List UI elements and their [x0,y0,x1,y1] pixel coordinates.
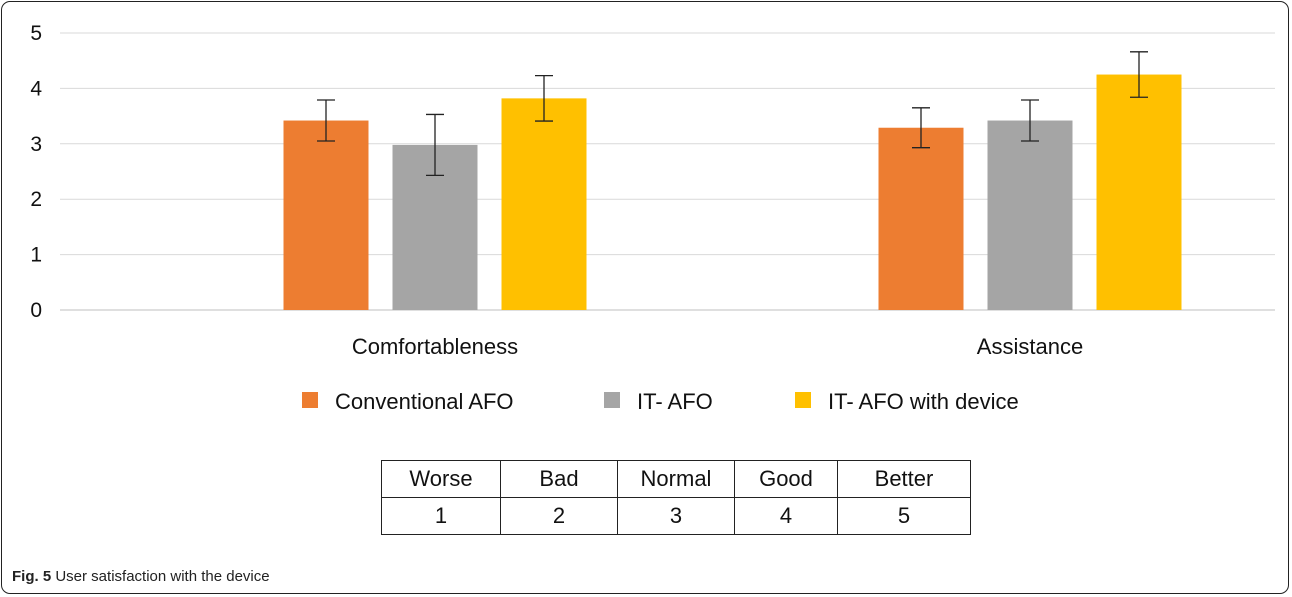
legend-label: IT- AFO with device [828,389,1019,414]
scale-score-cell: 3 [617,497,735,535]
y-tick-label: 3 [30,133,42,156]
scale-score-row: 1 2 3 4 5 [381,497,971,535]
rating-scale-table: Worse Bad Normal Good Better 1 2 3 4 5 [381,460,971,535]
legend: Conventional AFO IT- AFO IT- AFO with devi… [302,389,1019,414]
scale-score-cell: 2 [500,497,618,535]
error-bars [317,51,1148,177]
y-tick-label: 4 [30,77,42,100]
gridlines [60,32,1275,311]
scale-score-cell: 5 [837,497,971,535]
bars [283,74,1182,310]
legend-swatch [302,392,318,408]
legend-label: Conventional AFO [335,389,514,414]
x-category-label: Assistance [977,334,1083,359]
bar-chart: 0 1 2 3 4 5 Comfortableness Assistance Convent… [30,22,1275,414]
legend-swatch [604,392,620,408]
scale-label-cell: Good [734,460,838,498]
scale-score-cell: 4 [734,497,838,535]
scale-label-row: Worse Bad Normal Good Better [381,460,971,498]
legend-swatch [795,392,811,408]
y-tick-label: 5 [30,22,42,45]
scale-label-cell: Bad [500,460,618,498]
x-category-label: Comfortableness [352,334,518,359]
y-tick-label: 0 [30,299,42,322]
bar [283,120,369,310]
bar [1096,74,1182,310]
x-axis-categories: Comfortableness Assistance [352,334,1083,359]
caption-label: Fig. 5 [12,568,52,585]
scale-label-cell: Worse [381,460,501,498]
y-tick-label: 1 [30,244,42,267]
y-axis-ticks: 0 1 2 3 4 5 [30,22,42,322]
bar [987,120,1073,310]
caption-text: User satisfaction with the device [55,568,270,585]
scale-label-cell: Better [837,460,971,498]
y-tick-label: 2 [30,188,42,211]
bar [501,98,587,310]
bar [878,127,964,310]
scale-score-cell: 1 [381,497,501,535]
figure-caption: Fig. 5 User satisfaction with the device [12,568,270,585]
legend-label: IT- AFO [637,389,713,414]
scale-label-cell: Normal [617,460,735,498]
